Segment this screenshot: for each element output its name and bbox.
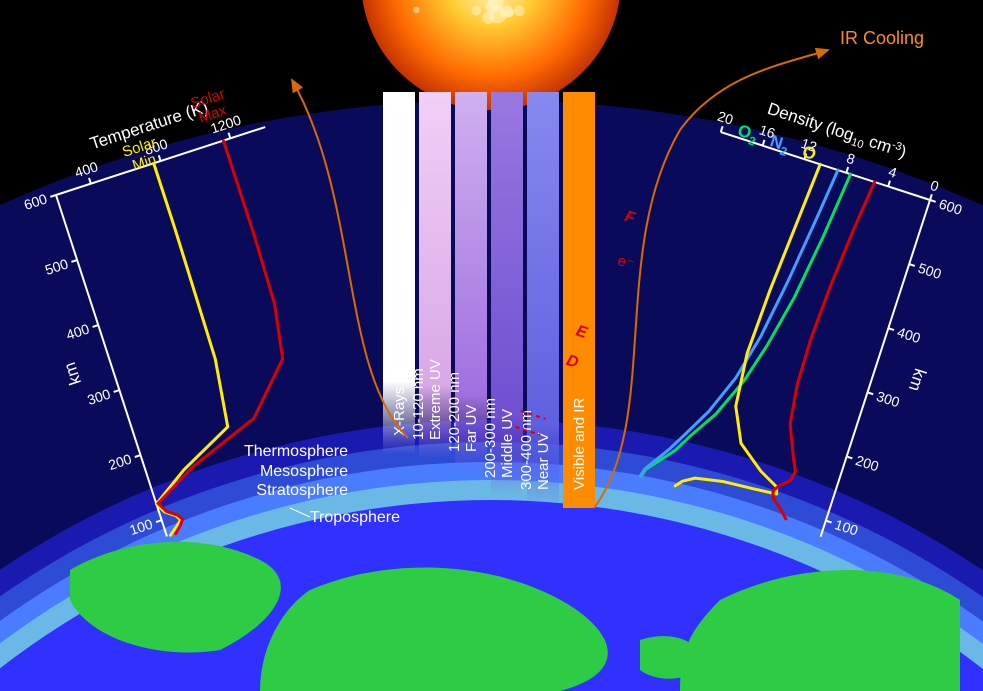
- atmosphere-diagram: X-RaysExtreme UV10-120 nmFar UV120-200 n…: [0, 0, 983, 691]
- ir-cooling-label: IR Cooling: [840, 28, 924, 48]
- band-label: Middle UV: [499, 409, 516, 478]
- atm-layer-label: Troposphere: [310, 509, 400, 526]
- band-label: Visible and IR: [571, 398, 588, 490]
- band-label: Far UV: [463, 404, 480, 452]
- band-label: Near UV: [535, 432, 552, 490]
- band-label: Extreme UV: [427, 359, 444, 440]
- atm-layer-label: Stratosphere: [256, 482, 348, 499]
- band-sublabel: 300-400 nm: [518, 410, 535, 490]
- atm-layer-label: Mesosphere: [260, 463, 348, 480]
- band-sublabel: 10-120 nm: [410, 368, 427, 440]
- band-sublabel: 200-300 nm: [482, 398, 499, 478]
- band-sublabel: 120-200 nm: [446, 372, 463, 452]
- atm-layer-label: Thermosphere: [244, 443, 348, 460]
